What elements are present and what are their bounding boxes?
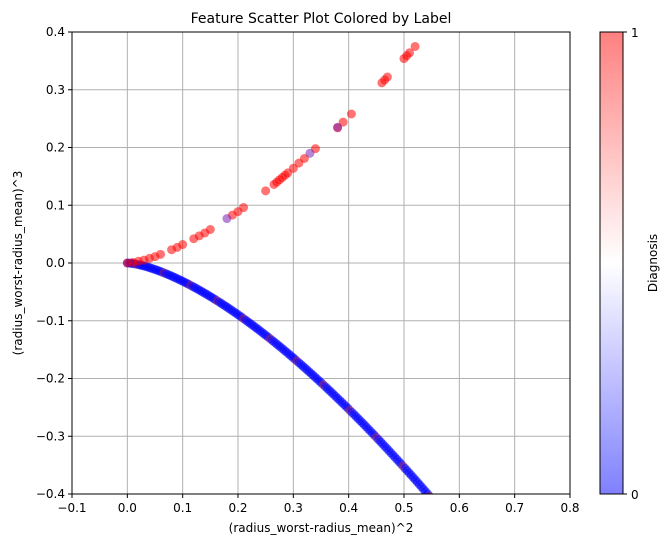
colorbar <box>599 31 624 495</box>
y-tick-label: 0.2 <box>46 141 65 155</box>
data-point <box>382 72 392 82</box>
data-point <box>205 225 215 235</box>
data-point <box>156 249 166 259</box>
x-tick-label: 0.8 <box>560 501 579 515</box>
y-tick-label: 0.0 <box>46 256 65 270</box>
data-point <box>178 240 188 250</box>
colorbar-label: Diagnosis <box>646 234 660 292</box>
x-tick-label: −0.1 <box>57 501 86 515</box>
data-point <box>239 203 249 213</box>
y-tick-label: 0.3 <box>46 83 65 97</box>
colorbar-tick-0: 0 <box>631 488 639 502</box>
data-point <box>425 491 434 494</box>
y-axis-label: (radius_worst-radius_mean)^3 <box>11 171 25 356</box>
y-axis-ticks: −0.4 −0.3 −0.2 −0.1 0.0 0.1 0.2 0.3 0.4 <box>36 25 72 501</box>
data-point <box>333 122 343 132</box>
data-point <box>261 186 271 196</box>
y-tick-label: −0.1 <box>36 314 65 328</box>
data-point <box>346 109 356 119</box>
colorbar-tick-1: 1 <box>631 26 639 40</box>
x-tick-label: 0.5 <box>394 501 413 515</box>
x-tick-label: 0.4 <box>339 501 358 515</box>
data-point <box>222 214 232 224</box>
x-tick-label: 0.1 <box>173 501 192 515</box>
data-point <box>410 41 420 51</box>
x-tick-label: 0.2 <box>228 501 247 515</box>
chart-title: Feature Scatter Plot Colored by Label <box>191 11 452 27</box>
data-point <box>305 148 315 158</box>
data-point <box>405 48 415 58</box>
data-points <box>122 41 436 503</box>
y-tick-label: −0.3 <box>36 429 65 443</box>
x-axis-ticks: −0.1 0.0 0.1 0.2 0.3 0.4 0.5 0.6 0.7 0.8 <box>57 494 580 515</box>
y-tick-label: −0.2 <box>36 372 65 386</box>
data-point <box>427 494 436 503</box>
x-tick-label: 0.0 <box>118 501 137 515</box>
x-tick-label: 0.3 <box>284 501 303 515</box>
x-tick-label: 0.6 <box>450 501 469 515</box>
y-tick-label: 0.4 <box>46 25 65 39</box>
x-axis-label: (radius_worst-radius_mean)^2 <box>229 521 414 535</box>
y-tick-label: 0.1 <box>46 198 65 212</box>
y-tick-label: −0.4 <box>36 487 65 501</box>
x-tick-label: 0.7 <box>505 501 524 515</box>
